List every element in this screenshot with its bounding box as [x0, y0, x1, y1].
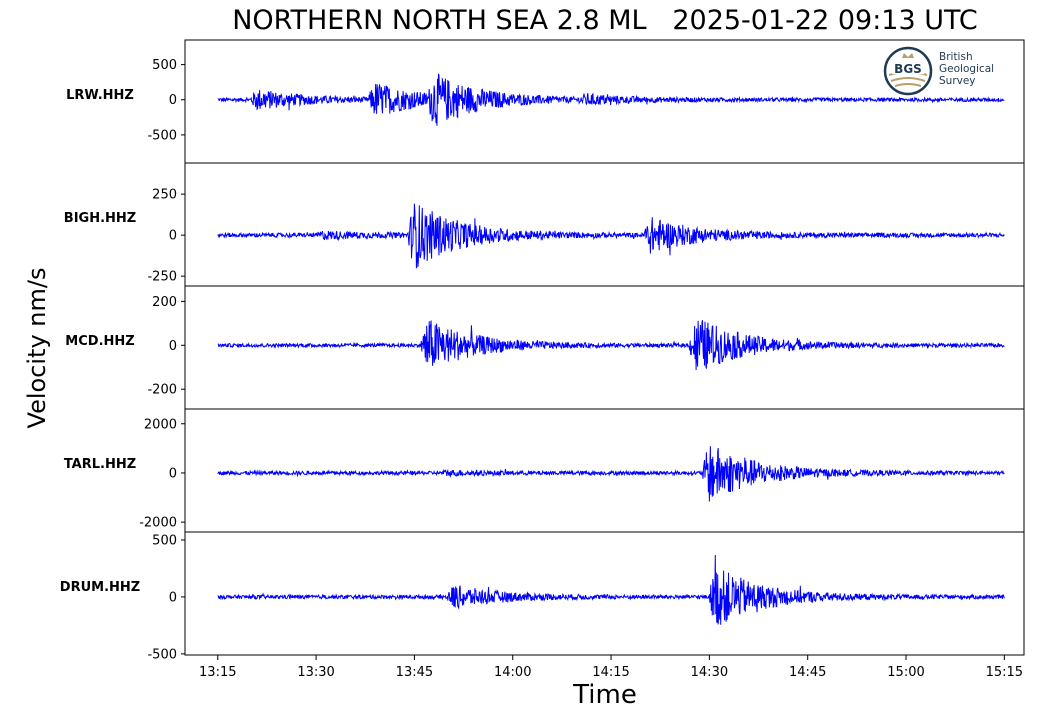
y-tick-label: -250: [147, 270, 177, 285]
bgs-logo: BGS British Geological Survey: [883, 45, 1013, 99]
x-tick-label: 13:30: [297, 665, 334, 680]
bgs-seal-icon: BGS: [883, 46, 933, 96]
station-label: LRW.HHZ: [66, 87, 134, 103]
y-tick-label: 0: [169, 229, 177, 244]
logo-line-2: Geological: [939, 63, 995, 75]
y-tick-label: 250: [152, 188, 177, 203]
y-tick-label: 500: [152, 533, 177, 548]
waveform-mcd-hhz: [217, 320, 1005, 371]
y-tick-label: 2000: [144, 417, 177, 432]
y-tick-label: 0: [169, 466, 177, 481]
station-label: MCD.HHZ: [65, 333, 135, 349]
y-tick-label: 200: [152, 295, 177, 310]
x-tick-label: 15:15: [986, 665, 1023, 680]
y-tick-label: 500: [152, 58, 177, 73]
station-label: DRUM.HHZ: [59, 579, 141, 595]
x-tick-label: 14:15: [592, 665, 629, 680]
y-tick-label: 0: [169, 590, 177, 605]
x-tick-label: 13:15: [199, 665, 236, 680]
logo-abbr: BGS: [894, 62, 922, 76]
x-tick-label: 14:00: [494, 665, 531, 680]
x-tick-label: 14:45: [789, 665, 826, 680]
waveform-bigh-hhz: [217, 203, 1005, 269]
y-tick-label: -200: [147, 383, 177, 398]
y-tick-label: -2000: [139, 516, 177, 531]
x-axis-label: Time: [573, 680, 637, 710]
y-tick-label: -500: [147, 647, 177, 662]
x-tick-label: 13:45: [396, 665, 433, 680]
waveform-lrw-hhz: [217, 73, 1005, 126]
chart-title: NORTHERN NORTH SEA 2.8 ML 2025-01-22 09:…: [232, 5, 978, 36]
y-tick-label: 0: [169, 93, 177, 108]
y-tick-label: -500: [147, 128, 177, 143]
waveform-drum-hhz: [217, 554, 1005, 625]
panel-frame: [184, 408, 1025, 533]
logo-line-1: British: [939, 51, 973, 63]
waveform-tarl-hhz: [217, 446, 1005, 502]
station-label: TARL.HHZ: [63, 456, 137, 472]
logo-line-3: Survey: [939, 75, 976, 87]
station-label: BIGH.HHZ: [63, 210, 137, 226]
panel-frame: [184, 531, 1025, 656]
y-tick-label: 0: [169, 339, 177, 354]
panel-frame: [184, 162, 1025, 287]
x-tick-label: 15:00: [887, 665, 924, 680]
x-tick-label: 14:30: [691, 665, 728, 680]
